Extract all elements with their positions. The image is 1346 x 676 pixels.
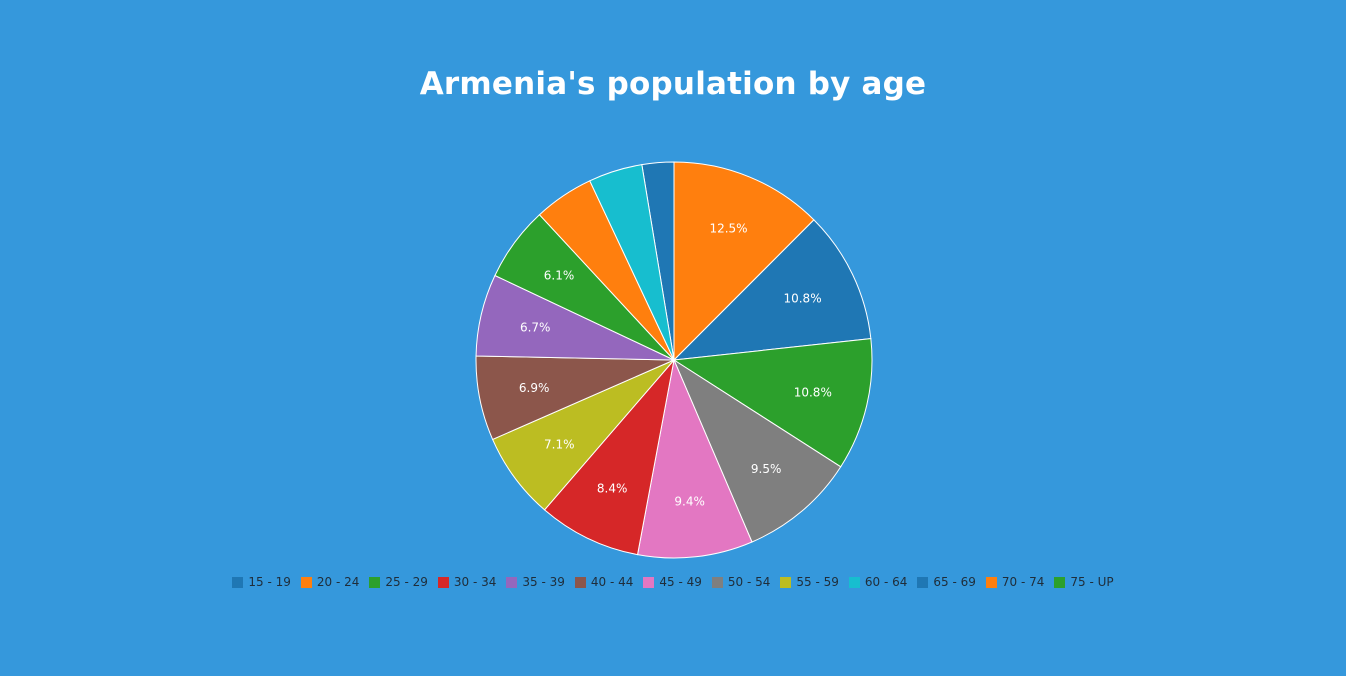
slice-data-label: 9.4% — [674, 495, 705, 509]
pie-slice-50-54[interactable] — [672, 358, 842, 543]
legend-item[interactable]: 35 - 39 — [506, 575, 565, 589]
legend-swatch — [917, 576, 929, 588]
legend-label: 20 - 24 — [316, 575, 360, 589]
legend-item[interactable]: 55 - 59 — [780, 575, 839, 589]
pie-slice-70-74[interactable] — [673, 161, 815, 362]
legend-item[interactable]: 20 - 24 — [300, 575, 360, 589]
legend-swatch — [1054, 576, 1066, 588]
pie-slice-45-49[interactable] — [636, 358, 753, 559]
pie-slice-75-up[interactable] — [672, 338, 873, 468]
legend-swatch — [369, 576, 381, 588]
legend-label: 35 - 39 — [522, 575, 565, 589]
legend-label: 30 - 34 — [453, 575, 497, 589]
legend-label: 60 - 64 — [864, 575, 908, 589]
slice-data-label: 8.4% — [597, 481, 628, 495]
legend-swatch — [643, 576, 655, 588]
slice-data-label: 7.1% — [544, 438, 575, 452]
pie-slice-60-64[interactable] — [589, 164, 675, 361]
legend-swatch — [300, 576, 312, 588]
slice-data-label: 12.5% — [709, 221, 747, 235]
legend-item[interactable]: 65 - 69 — [917, 575, 976, 589]
legend-item[interactable]: 75 - UP — [1054, 575, 1114, 589]
legend-label: 75 - UP — [1070, 575, 1114, 589]
slice-data-label: 10.8% — [783, 291, 821, 305]
legend-label: 50 - 54 — [727, 575, 771, 589]
legend-label: 25 - 29 — [385, 575, 428, 589]
pie-slice-65-69[interactable] — [672, 219, 872, 361]
legend-item[interactable]: 60 - 64 — [848, 575, 908, 589]
legend-swatch — [711, 576, 723, 588]
legend-swatch — [506, 576, 518, 588]
legend-item[interactable]: 70 - 74 — [985, 575, 1045, 589]
legend-label: 55 - 59 — [796, 575, 839, 589]
legend-label: 65 - 69 — [933, 575, 976, 589]
legend-item[interactable]: 50 - 54 — [711, 575, 771, 589]
legend-item[interactable]: 15 - 19 — [232, 575, 291, 589]
chart-title: Armenia's population by age — [419, 66, 927, 102]
legend-label: 70 - 74 — [1001, 575, 1045, 589]
legend-swatch — [985, 576, 997, 588]
pie-slice-30-34[interactable] — [543, 358, 675, 556]
chart-legend: 15 - 19 20 - 24 25 - 29 30 - 34 35 - 39 40 - … — [0, 575, 1346, 589]
legend-label: 45 - 49 — [659, 575, 702, 589]
slice-data-label: 6.9% — [519, 381, 550, 395]
legend-item[interactable]: 25 - 29 — [369, 575, 428, 589]
legend-item[interactable]: 30 - 34 — [437, 575, 497, 589]
legend-swatch — [848, 576, 860, 588]
legend-swatch — [232, 576, 244, 588]
slice-data-label: 9.5% — [751, 462, 782, 476]
legend-item[interactable]: 40 - 44 — [574, 575, 634, 589]
slice-data-label: 10.8% — [794, 386, 832, 400]
legend-item[interactable]: 45 - 49 — [643, 575, 702, 589]
legend-label: 40 - 44 — [590, 575, 634, 589]
slice-data-label: 6.7% — [520, 320, 551, 334]
legend-swatch — [780, 576, 792, 588]
legend-swatch — [437, 576, 449, 588]
legend-swatch — [574, 576, 586, 588]
slice-data-label: 6.1% — [544, 269, 575, 283]
legend-label: 15 - 19 — [248, 575, 291, 589]
